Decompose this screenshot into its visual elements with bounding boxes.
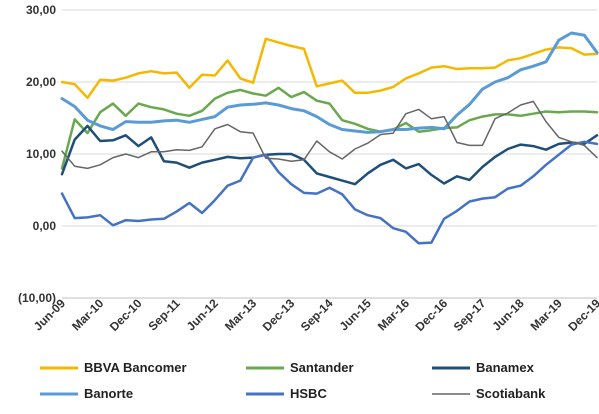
legend: BBVA Bancomer Santander Banamex Banorte HSBC…	[40, 360, 546, 401]
x-tick-label: Mar-10	[69, 296, 106, 333]
y-tick-label: 0,00	[33, 219, 57, 233]
gridlines	[62, 9, 597, 299]
y-tick-label: (10,00)	[18, 291, 56, 305]
x-tick-label: Jun-12	[184, 296, 221, 333]
series-line-banamex	[60, 124, 599, 186]
y-tick-label: 30,00	[26, 3, 56, 17]
legend-item-santander: Santander	[246, 360, 354, 375]
x-tick-label: Sep-11	[145, 296, 182, 333]
legend-label: HSBC	[290, 386, 327, 401]
series-line-scotiabank	[61, 100, 598, 170]
x-tick-label: Sep-17	[451, 296, 489, 334]
x-tick-labels: Jun-09 Mar-10 Dec-10 Sep-11 Jun-12 Mar-13 Dec-…	[31, 296, 599, 334]
x-tick-label: Mar-13	[222, 296, 259, 333]
legend-item-scotiabank: Scotiabank	[432, 386, 546, 401]
series-lines	[60, 31, 599, 245]
x-tick-label: Mar-19	[528, 296, 565, 333]
x-tick-label: Dec-13	[260, 296, 298, 334]
legend-label: Banamex	[476, 360, 535, 375]
legend-label: Santander	[290, 360, 354, 375]
legend-item-hsbc: HSBC	[246, 386, 327, 401]
x-tick-label: Jun-18	[489, 296, 526, 333]
legend-label: Banorte	[84, 386, 133, 401]
x-tick-label: Dec-10	[107, 296, 145, 334]
legend-label: Scotiabank	[476, 386, 546, 401]
x-tick-label: Jun-15	[337, 296, 374, 333]
series-line-banorte	[60, 31, 599, 134]
legend-label: BBVA Bancomer	[84, 360, 187, 375]
x-tick-label: Dec-16	[413, 296, 451, 334]
series-line-bbva-bancomer	[60, 37, 599, 100]
x-tick-label: Sep-14	[298, 296, 336, 334]
legend-item-banorte: Banorte	[40, 386, 133, 401]
series-line-hsbc	[60, 140, 599, 245]
y-tick-labels: (10,00) 0,00 10,00 20,00 30,00	[18, 3, 56, 305]
series-line-santander	[60, 86, 599, 170]
legend-item-bbva-bancomer: BBVA Bancomer	[40, 360, 187, 375]
y-tick-label: 10,00	[26, 147, 56, 161]
x-tick-label: Mar-16	[375, 296, 412, 333]
x-tick-label: Dec-19	[565, 296, 599, 334]
legend-item-banamex: Banamex	[432, 360, 535, 375]
y-tick-label: 20,00	[26, 75, 56, 89]
